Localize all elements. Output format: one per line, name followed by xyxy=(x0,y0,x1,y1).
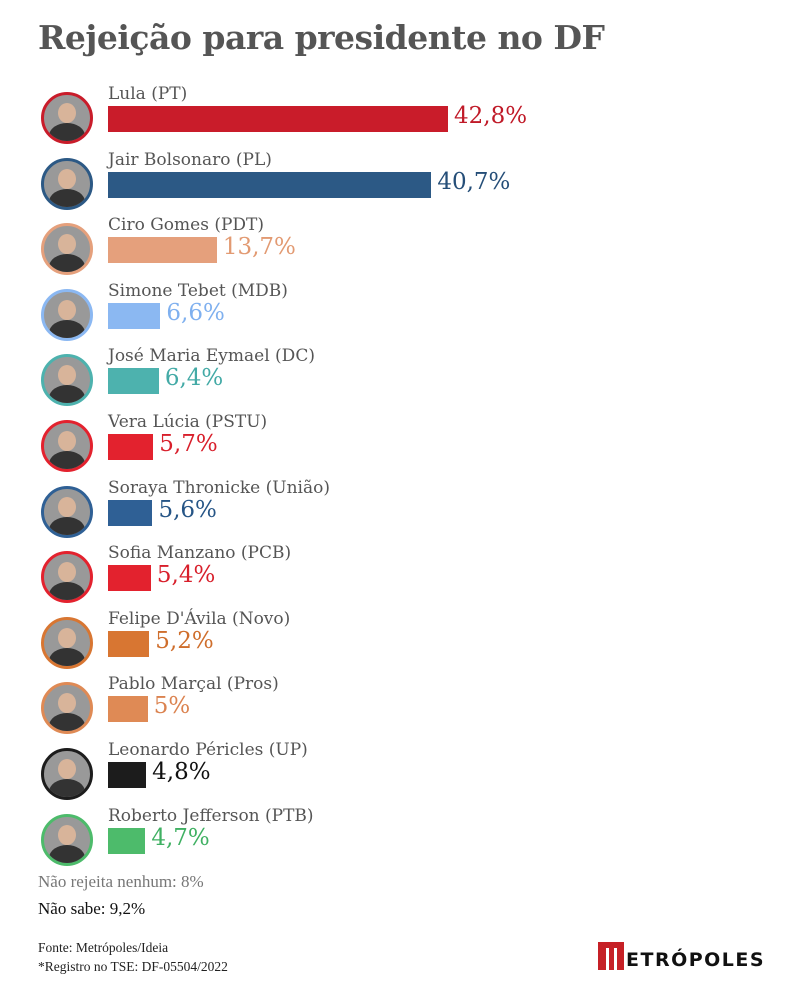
bar-row: Soraya Thronicke (União) 5,6% xyxy=(0,478,800,544)
candidate-name: Sofia Manzano (PCB) xyxy=(108,543,292,564)
candidate-name: Soraya Thronicke (União) xyxy=(108,477,330,498)
candidate-avatar xyxy=(41,157,93,210)
data-label: 5,7% xyxy=(159,431,218,457)
bar-row: Felipe D'Ávila (Novo) 5,2% xyxy=(0,609,800,675)
bar-row: Lula (PT) 42,8% xyxy=(0,84,800,150)
candidate-avatar xyxy=(41,616,93,669)
data-label: 5,4% xyxy=(156,562,216,589)
candidate-name: Pablo Marçal (Pros) xyxy=(108,674,279,695)
candidate-avatar xyxy=(41,92,93,144)
data-label: 13,7% xyxy=(222,234,296,261)
candidate-name: Roberto Jefferson (PTB) xyxy=(108,805,314,826)
candidate-avatar xyxy=(41,354,93,407)
candidate-avatar xyxy=(41,288,93,341)
bar xyxy=(108,171,432,198)
candidate-name: Simone Tebet (MDB) xyxy=(108,280,288,301)
bar-row: Jair Bolsonaro (PL) 40,7% xyxy=(0,150,800,216)
data-label: 40,7% xyxy=(437,168,511,195)
data-label: 5% xyxy=(153,693,191,720)
bar xyxy=(108,302,161,329)
data-label: 4,8% xyxy=(152,759,211,785)
bar-row: Sofia Manzano (PCB) 5,4% xyxy=(0,543,800,609)
data-label: 42,8% xyxy=(454,103,528,129)
bar xyxy=(108,499,153,526)
registry-line: *Registro no TSE: DF-05504/2022 xyxy=(38,959,228,974)
bar-row: José Maria Eymael (DC) 6,4% xyxy=(0,346,800,412)
bar-row: Leonardo Péricles (UP) 4,8% xyxy=(0,740,800,806)
bar xyxy=(108,827,146,854)
bar xyxy=(108,237,217,264)
metropoles-logo: ETRÓPOLES xyxy=(598,942,765,970)
data-label: 5,2% xyxy=(155,627,214,654)
bar-row: Roberto Jefferson (PTB) 4,7% xyxy=(0,806,800,872)
candidate-name: Felipe D'Ávila (Novo) xyxy=(108,608,291,629)
candidate-name: Vera Lúcia (PSTU) xyxy=(108,412,268,432)
candidate-avatar xyxy=(41,551,93,604)
note-dont-know: Não sabe: 9,2% xyxy=(38,899,146,918)
bar-row: Ciro Gomes (PDT) 13,7% xyxy=(0,215,800,281)
bar xyxy=(108,762,147,788)
bar-row: Pablo Marçal (Pros) 5% xyxy=(0,674,800,740)
candidate-name: Ciro Gomes (PDT) xyxy=(108,215,265,236)
data-label: 4,7% xyxy=(151,824,210,851)
candidate-name: Leonardo Péricles (UP) xyxy=(108,740,308,760)
bar xyxy=(108,106,448,132)
bar-row: Vera Lúcia (PSTU) 5,7% xyxy=(0,412,800,478)
logo-m-icon xyxy=(598,942,624,970)
note-none: Não rejeita nenhum: 8% xyxy=(38,872,204,891)
chart-title: Rejeição para presidente no DF xyxy=(38,18,605,57)
bar xyxy=(108,630,150,657)
bar xyxy=(108,368,159,395)
candidate-avatar xyxy=(41,748,93,800)
candidate-name: José Maria Eymael (DC) xyxy=(108,346,315,367)
data-label: 5,6% xyxy=(158,496,217,523)
bar xyxy=(108,565,151,592)
candidate-avatar xyxy=(41,813,93,866)
candidate-name: Lula (PT) xyxy=(108,84,188,104)
data-label: 6,6% xyxy=(166,299,225,326)
candidate-name: Jair Bolsonaro (PL) xyxy=(108,149,272,170)
bar-row: Simone Tebet (MDB) 6,6% xyxy=(0,281,800,347)
bar xyxy=(108,434,154,460)
candidate-avatar xyxy=(41,682,93,735)
source-line: Fonte: Metrópoles/Ideia xyxy=(38,940,169,955)
candidate-avatar xyxy=(41,420,93,472)
data-label: 6,4% xyxy=(164,365,224,392)
bar xyxy=(108,696,148,723)
candidate-avatar xyxy=(41,223,93,276)
candidate-avatar xyxy=(41,485,93,538)
